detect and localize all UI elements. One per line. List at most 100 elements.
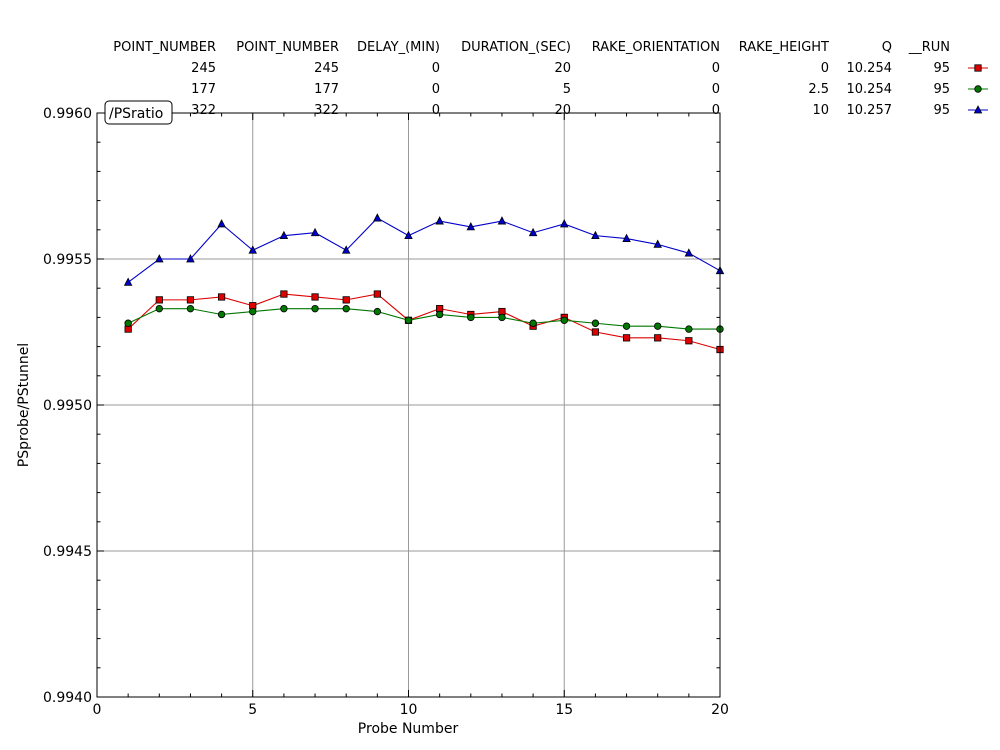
legend-header-cell: RAKE_HEIGHT <box>739 40 829 55</box>
data-point <box>280 290 288 298</box>
legend-cell: 0 <box>712 61 720 76</box>
series-layer <box>123 213 725 354</box>
data-point <box>186 254 195 263</box>
legend-cell: 177 <box>314 82 339 97</box>
data-point <box>311 293 319 301</box>
data-point <box>248 245 258 254</box>
data-point <box>685 325 693 333</box>
data-point <box>591 230 600 240</box>
data-point <box>622 322 631 330</box>
legend-cell: 0 <box>821 61 829 76</box>
legend-cell: 322 <box>314 103 339 118</box>
data-point <box>373 213 382 222</box>
annotation-box: /PSratio <box>104 100 173 125</box>
legend-header-cell: RAKE_ORIENTATION <box>592 40 720 55</box>
data-point <box>684 248 694 257</box>
legend-cell: 322 <box>191 103 216 118</box>
y-tick-label: 0.9950 <box>43 398 92 414</box>
data-point <box>622 334 631 342</box>
data-point <box>528 227 538 237</box>
legend-cell: 20 <box>554 103 571 118</box>
data-point <box>124 319 132 327</box>
series-line <box>127 308 720 330</box>
data-point <box>654 322 662 330</box>
y-tick-label: 0.9955 <box>43 252 92 268</box>
data-point <box>467 313 475 322</box>
grid <box>97 113 720 697</box>
y-tick-label: 0.9940 <box>43 690 92 706</box>
x-tick-label: 20 <box>711 702 729 718</box>
data-point <box>498 313 506 322</box>
legend-cell: 10.254 <box>847 61 893 76</box>
data-point <box>123 277 133 286</box>
y-tick-label: 0.9960 <box>43 106 92 122</box>
x-tick-label: 10 <box>400 702 418 718</box>
data-point <box>217 219 226 228</box>
data-point <box>404 230 413 240</box>
tick-labels: 0 5 10 15 20 0.9940 0.9945 0.9950 0.9955 0.9960 <box>43 106 729 718</box>
data-point <box>591 319 600 327</box>
data-point <box>653 239 662 248</box>
data-point <box>591 328 600 336</box>
data-point <box>373 307 382 316</box>
legend-cell: 177 <box>191 82 216 97</box>
data-point <box>466 222 476 231</box>
series-line <box>127 293 721 351</box>
data-point <box>249 307 257 316</box>
series-3 <box>123 213 725 286</box>
data-point <box>280 304 288 313</box>
legend-cell: 0 <box>712 103 720 118</box>
legend-cell: 20 <box>554 61 571 76</box>
legend-cell: 2.5 <box>808 82 829 97</box>
data-point <box>342 304 350 313</box>
legend-cell: 0 <box>432 103 440 118</box>
data-point <box>186 304 195 313</box>
x-axis-label: Probe Number <box>358 721 459 737</box>
legend-cell: 0 <box>432 61 440 76</box>
data-point <box>435 310 444 319</box>
data-point <box>373 290 381 298</box>
data-point <box>622 233 631 242</box>
x-tick-label: 0 <box>93 702 102 718</box>
data-point <box>560 316 568 325</box>
data-point <box>310 227 320 237</box>
legend-header-cell: Q <box>882 40 892 55</box>
y-axis-label: PSprobe/PStunnel <box>16 343 32 467</box>
y-tick-label: 0.9945 <box>43 544 92 560</box>
data-point <box>155 296 163 304</box>
data-point <box>654 334 662 342</box>
legend-cell: 10.254 <box>847 82 893 97</box>
data-point <box>342 296 350 304</box>
annotation-label: /PSratio <box>109 106 163 122</box>
data-point <box>186 296 195 304</box>
legend-marker <box>973 105 983 114</box>
data-point <box>404 316 413 325</box>
data-point <box>559 219 569 228</box>
legend-cell: 0 <box>432 82 440 97</box>
legend-cell: 5 <box>563 82 571 97</box>
legend-cell: 10.257 <box>847 103 893 118</box>
legend-cell: 95 <box>933 82 950 97</box>
series-line <box>127 217 721 283</box>
data-point <box>341 245 351 254</box>
legend-marker <box>974 85 982 93</box>
plot-frame <box>96 112 721 698</box>
data-point <box>497 216 507 225</box>
data-point <box>217 310 226 319</box>
legend-cell: 245 <box>314 61 339 76</box>
legend-header-cell: __RUN <box>908 40 950 55</box>
x-tick-label: 15 <box>555 702 573 718</box>
data-point <box>311 304 319 313</box>
data-point <box>155 254 164 263</box>
legend-table: POINT_NUMBER POINT_NUMBER DELAY_(MIN) DURAT… <box>113 40 988 118</box>
legend-marker <box>974 64 982 72</box>
data-point <box>279 230 289 240</box>
legend-cell: 95 <box>933 61 950 76</box>
data-point <box>217 293 226 301</box>
legend-header-cell: POINT_NUMBER <box>236 40 339 55</box>
legend-cell: 0 <box>712 82 720 97</box>
legend-cell: 245 <box>191 61 216 76</box>
legend-cell: 10 <box>812 103 829 118</box>
legend-header-cell: DURATION_(SEC) <box>461 40 571 55</box>
